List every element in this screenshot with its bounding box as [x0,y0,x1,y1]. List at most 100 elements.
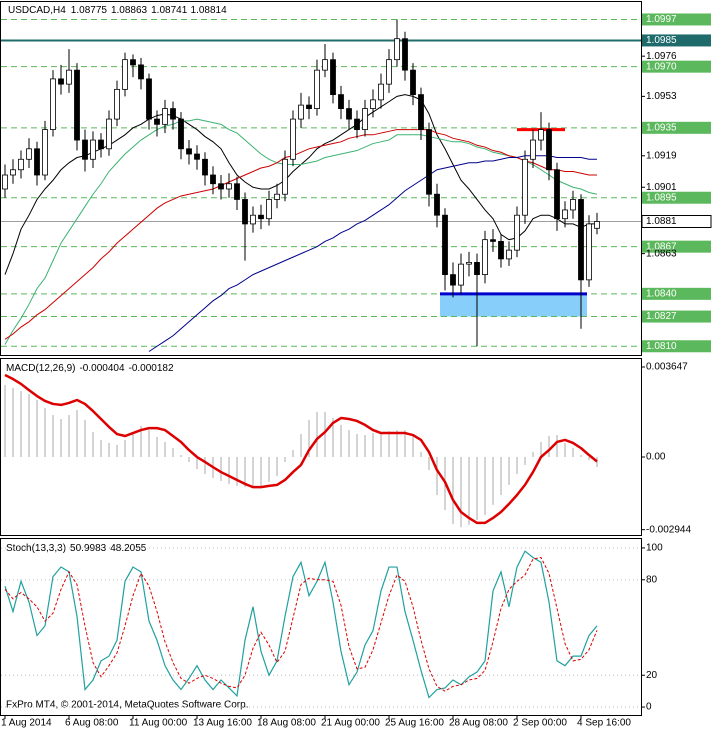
stoch-main-line [4,550,598,699]
moving-average [148,155,597,352]
level-label: 1.0935 [646,122,677,133]
macd-bar [44,408,46,458]
candle-body [130,59,136,66]
macd-bar [508,457,510,485]
candle-body [306,104,312,109]
macd-bar [124,439,126,458]
y-tick-label: 80 [646,574,658,585]
moving-average [4,129,597,340]
candle-body [298,104,304,120]
candle-body [442,214,448,276]
macd-bar [548,436,550,458]
macd-bar [220,457,222,481]
candle-body [274,193,280,200]
macd-bar [196,457,198,470]
candle-body [386,59,392,85]
candle-body [538,129,544,141]
level-label: 1.0997 [646,14,677,25]
stoch-panel-frame [0,538,642,716]
candle-body [106,118,112,150]
level-label-box [642,287,711,300]
candle-body [490,239,496,242]
zone [440,293,587,317]
stoch-title: Stoch(13,3,3) 50.9983 48.2055 [6,543,147,554]
macd-bar [588,457,590,460]
candle-body [450,274,456,286]
candle-body [530,139,536,160]
macd-bar [524,457,526,465]
level-label-box [642,121,711,134]
macd-bar [68,415,70,458]
macd-bar [460,457,462,528]
y-tick-label: -0.002944 [646,524,691,535]
macd-bar [100,439,102,458]
x-tick-label: 11 Aug 00:00 [129,718,188,729]
candle-body [554,169,560,220]
candle-body [458,263,464,286]
macd-bar [284,457,286,462]
macd-bar [172,448,174,458]
price-label: 1.0881 [646,216,677,227]
macd-bar [500,457,502,496]
candle-body [474,261,480,276]
candle-body [578,199,584,281]
candle-body [546,129,552,171]
y-tick-label: 1.0976 [646,51,677,62]
candle-body [162,108,168,125]
macd-bar [164,441,166,458]
macd-bar [420,452,422,458]
macd-panel-frame [0,358,642,536]
macd-name: MACD(12,26,9) [6,363,75,374]
candle-body [90,139,96,160]
macd-bar [108,442,110,458]
macd-bar [412,435,414,458]
candle-body [18,158,24,171]
macd-bar [540,441,542,458]
macd-bar [28,394,30,458]
macd-bar [580,455,582,458]
candle-body [50,78,56,130]
macd-bar [92,432,94,458]
macd-bar [324,412,326,458]
y-tick-label: 0 [646,702,652,713]
macd-bar [60,418,62,458]
macd-bar [292,450,294,458]
x-tick-label: 28 Aug 08:00 [449,718,508,729]
candle-body [250,214,256,225]
candle-body [210,174,216,185]
macd-bar [428,457,430,471]
candle-body [266,199,272,220]
x-tick-label: 13 Aug 16:00 [193,718,252,729]
macd-title: MACD(12,26,9) -0.000404 -0.000182 [6,363,174,374]
candle-body [42,129,48,176]
candle-body [322,59,328,71]
candle-body [170,108,176,120]
macd-bar [156,437,158,458]
stoch-name: Stoch(13,3,3) [6,543,66,554]
candle-body [586,223,592,281]
macd-signal-line [4,373,598,525]
candle-body [506,249,512,260]
macd-bar [132,432,134,458]
candle-body [138,64,144,80]
macd-bar [252,457,254,486]
macd-bar [484,457,486,516]
macd-bar [340,424,342,458]
level-label: 1.0810 [646,341,677,352]
candle-body [122,59,128,90]
level-label: 1.0970 [646,61,677,72]
level-label-box [642,191,711,204]
candle-body [562,209,568,220]
candle-body [434,193,440,216]
macd-bar [348,430,350,458]
candle-body [186,148,192,155]
candle-body [202,158,208,176]
level-label-box [642,340,711,353]
macd-bar [36,399,38,458]
candle-body [234,183,240,200]
macd-bar [236,457,238,486]
macd-bar [316,412,318,458]
moving-average [4,118,598,345]
y-tick-label: 1.0919 [646,150,677,161]
candle-body [146,78,152,120]
